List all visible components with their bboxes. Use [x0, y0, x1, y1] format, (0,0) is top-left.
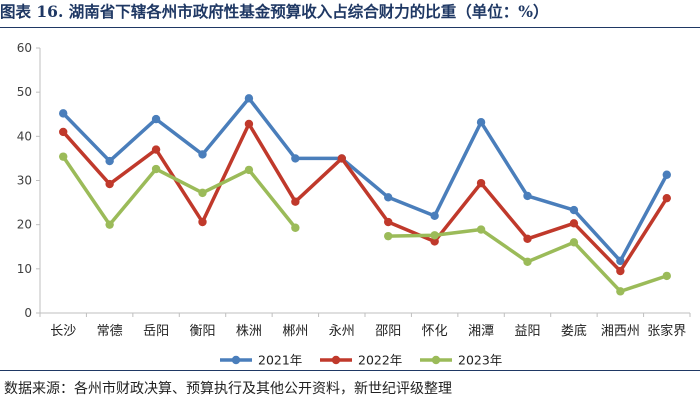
chart-title: 图表 16. 湖南省下辖各州市政府性基金预算收入占综合财力的比重（单位：%） [0, 2, 549, 21]
data-point [569, 205, 579, 215]
series-2021年 [59, 94, 671, 266]
data-point [291, 223, 300, 232]
data-point [337, 154, 346, 163]
data-point [430, 211, 439, 221]
legend: 2021年 2022年 2023年 [220, 353, 502, 368]
x-tick-label: 常德 [97, 324, 123, 339]
data-point [662, 193, 671, 203]
data-point [244, 94, 254, 103]
data-point [523, 234, 532, 243]
x-tick-label: 衡阳 [189, 324, 215, 339]
x-tick-label: 湘潭 [468, 324, 494, 339]
data-point [523, 257, 532, 266]
y-tick-label: 50 [17, 85, 32, 99]
x-tick-label: 怀化 [422, 324, 448, 339]
data-point [569, 219, 579, 228]
x-tick-label: 娄底 [561, 323, 587, 339]
y-tick-label: 30 [17, 174, 32, 188]
y-tick-label: 40 [17, 129, 32, 143]
legend-item: 2021年 [220, 353, 302, 368]
data-point [151, 164, 161, 174]
data-point [662, 271, 671, 281]
legend-label: 2021年 [258, 353, 302, 368]
data-point [616, 287, 625, 296]
data-point [59, 109, 68, 118]
series-line [61, 154, 298, 230]
title-divider [0, 27, 700, 28]
source-note: 数据来源：各州市财政决算、预算执行及其他公开资料，新世纪评级整理 [4, 381, 452, 397]
data-point [476, 225, 486, 234]
legend-label: 2023年 [458, 353, 502, 368]
x-tick-label: 长沙 [50, 324, 76, 339]
data-point [662, 170, 671, 179]
x-tick-label: 株洲 [236, 324, 262, 339]
legend-swatch-marker [331, 355, 341, 365]
data-point [616, 256, 625, 266]
series-line [61, 122, 669, 273]
legend-label: 2022年 [358, 353, 402, 368]
legend-item: 2022年 [320, 353, 402, 368]
legend-swatch-marker [431, 355, 441, 365]
x-tick-label: 郴州 [282, 324, 308, 339]
data-point [616, 266, 625, 276]
data-point [198, 188, 207, 198]
x-tick-label: 益阳 [514, 324, 540, 339]
y-axis: 0 10 20 30 40 50 60 [17, 41, 41, 320]
x-tick-label: 岳阳 [143, 324, 169, 339]
series-2022年 [59, 119, 671, 276]
x-tick-label: 湘西州 [601, 324, 640, 339]
data-point [151, 114, 161, 124]
data-point [198, 217, 207, 227]
series-2023年 [59, 152, 671, 296]
data-point [151, 145, 161, 154]
y-tick-label: 0 [24, 306, 32, 320]
data-point [105, 179, 114, 189]
data-point [291, 154, 300, 163]
x-tick-label: 邵阳 [375, 324, 401, 339]
y-tick-label: 20 [17, 218, 32, 232]
data-point [430, 231, 439, 240]
data-point [430, 237, 439, 246]
data-point [105, 220, 114, 229]
x-tick-label: 永州 [329, 324, 355, 339]
data-point [569, 238, 579, 247]
y-tick-label: 60 [17, 41, 32, 55]
x-tick-label: 张家界 [647, 323, 686, 339]
legend-swatch-marker [231, 355, 241, 365]
x-axis: 长沙 常德 岳阳 衡阳 株洲 郴州 永州 邵阳 怀化 湘潭 益阳 娄底 湘西州 张家界 [39, 312, 691, 339]
y-tick-label: 10 [17, 262, 32, 276]
series-line [61, 96, 669, 263]
plot-area [59, 94, 671, 296]
data-point [476, 178, 486, 188]
source-divider [0, 370, 700, 371]
data-point [244, 165, 254, 175]
data-point [384, 231, 393, 241]
data-point [291, 197, 300, 206]
data-point [59, 152, 68, 161]
data-point [244, 119, 254, 129]
legend-item: 2023年 [420, 353, 502, 368]
data-point [384, 193, 393, 202]
data-point [476, 118, 486, 127]
data-point [59, 127, 68, 137]
data-point [384, 217, 393, 227]
data-point [523, 191, 532, 201]
data-point [198, 150, 207, 159]
data-point [105, 156, 114, 166]
line-chart: 0 10 20 30 40 50 60 长沙 常德 岳阳 衡阳 株洲 郴州 永州 邵阳 怀化 湘潭 益阳 娄底 湘西… [17, 41, 691, 368]
